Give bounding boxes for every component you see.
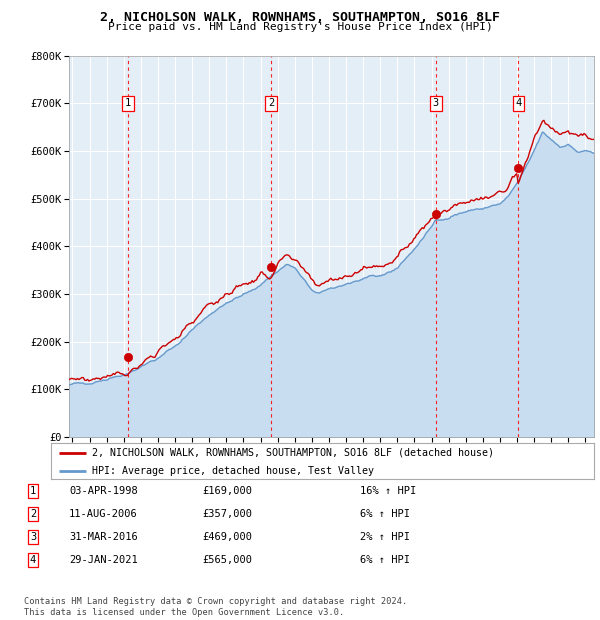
Text: £169,000: £169,000 — [202, 486, 252, 496]
Text: 31-MAR-2016: 31-MAR-2016 — [69, 532, 138, 542]
Text: 3: 3 — [30, 532, 36, 542]
Text: 2, NICHOLSON WALK, ROWNHAMS, SOUTHAMPTON, SO16 8LF: 2, NICHOLSON WALK, ROWNHAMS, SOUTHAMPTON… — [100, 11, 500, 24]
Text: HPI: Average price, detached house, Test Valley: HPI: Average price, detached house, Test… — [92, 466, 374, 476]
Text: 4: 4 — [515, 99, 521, 108]
Text: 2: 2 — [30, 509, 36, 519]
Text: 1: 1 — [30, 486, 36, 496]
Text: 3: 3 — [433, 99, 439, 108]
Text: 11-AUG-2006: 11-AUG-2006 — [69, 509, 138, 519]
Text: 6% ↑ HPI: 6% ↑ HPI — [360, 509, 410, 519]
Text: 2: 2 — [268, 99, 274, 108]
Text: 1: 1 — [125, 99, 131, 108]
Text: This data is licensed under the Open Government Licence v3.0.: This data is licensed under the Open Gov… — [24, 608, 344, 617]
Text: 6% ↑ HPI: 6% ↑ HPI — [360, 555, 410, 565]
Text: 03-APR-1998: 03-APR-1998 — [69, 486, 138, 496]
Text: £469,000: £469,000 — [202, 532, 252, 542]
Text: 2, NICHOLSON WALK, ROWNHAMS, SOUTHAMPTON, SO16 8LF (detached house): 2, NICHOLSON WALK, ROWNHAMS, SOUTHAMPTON… — [92, 448, 494, 458]
Text: 29-JAN-2021: 29-JAN-2021 — [69, 555, 138, 565]
Text: 16% ↑ HPI: 16% ↑ HPI — [360, 486, 416, 496]
Text: £565,000: £565,000 — [202, 555, 252, 565]
Text: 4: 4 — [30, 555, 36, 565]
Text: 2% ↑ HPI: 2% ↑ HPI — [360, 532, 410, 542]
Text: Contains HM Land Registry data © Crown copyright and database right 2024.: Contains HM Land Registry data © Crown c… — [24, 597, 407, 606]
Text: £357,000: £357,000 — [202, 509, 252, 519]
Text: Price paid vs. HM Land Registry's House Price Index (HPI): Price paid vs. HM Land Registry's House … — [107, 22, 493, 32]
